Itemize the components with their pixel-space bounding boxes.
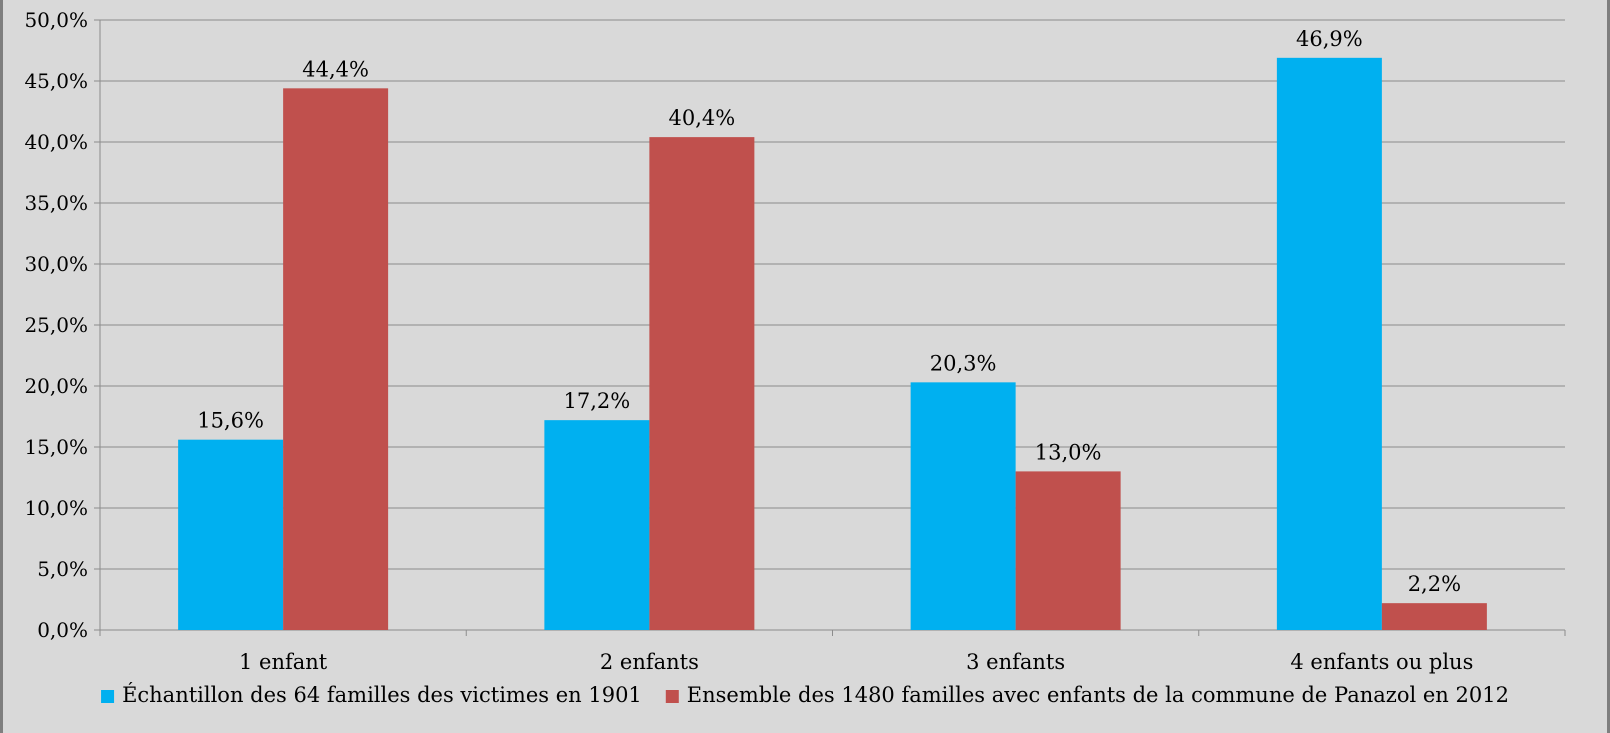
bar-series-2 [283, 88, 389, 630]
y-tick-label: 20,0% [24, 374, 88, 398]
data-label: 17,2% [564, 389, 631, 413]
bar-series-2 [1015, 471, 1121, 630]
bar-chart: 0,0% 5,0% 10,0% 15,0% 20,0% 25,0% 30,0% 35,0% 40… [24, 8, 1566, 707]
legend-item-1: Échantillon des 64 familles des victimes… [101, 683, 642, 707]
legend: Échantillon des 64 familles des victimes… [101, 683, 1509, 707]
y-tick-label: 30,0% [24, 252, 88, 276]
bar-series-1 [544, 420, 650, 630]
legend-swatch [101, 690, 115, 703]
bars [178, 57, 1487, 630]
legend-item-2: Ensemble des 1480 familles avec enfants … [665, 683, 1509, 707]
data-label: 46,9% [1296, 27, 1363, 51]
data-label: 44,4% [302, 57, 369, 81]
data-label: 13,0% [1035, 440, 1102, 464]
legend-label: Échantillon des 64 familles des victimes… [122, 683, 642, 707]
x-category-label: 3 enfants [966, 650, 1065, 674]
x-category-label: 2 enfants [600, 650, 699, 674]
y-tick-label: 25,0% [24, 313, 88, 337]
y-tick-label: 15,0% [24, 435, 88, 459]
y-tick-label: 50,0% [24, 8, 88, 32]
y-tick-label: 35,0% [24, 191, 88, 215]
bar-series-2 [1381, 603, 1487, 630]
y-tick-label: 5,0% [37, 557, 88, 581]
data-label: 20,3% [930, 351, 997, 375]
data-labels: 15,6% 44,4% 17,2% 40,4% 20,3% 13,0% 46,9% 2,2% [197, 27, 1461, 596]
x-category-label: 1 enfant [239, 650, 328, 674]
y-tick-label: 45,0% [24, 69, 88, 93]
y-tick-label: 40,0% [24, 130, 88, 154]
y-tick-label: 0,0% [37, 618, 88, 642]
legend-label: Ensemble des 1480 familles avec enfants … [687, 683, 1509, 707]
axes: 0,0% 5,0% 10,0% 15,0% 20,0% 25,0% 30,0% 35,0% 40… [24, 8, 1566, 674]
data-label: 2,2% [1408, 572, 1461, 596]
x-category-label: 4 enfants ou plus [1290, 650, 1473, 674]
legend-swatch [665, 690, 679, 703]
bar-series-2 [649, 137, 755, 630]
data-label: 40,4% [669, 106, 736, 130]
y-tick-label: 10,0% [24, 496, 88, 520]
bar-series-1 [178, 439, 284, 630]
bar-series-1 [1276, 57, 1382, 630]
data-label: 15,6% [197, 409, 264, 433]
bar-series-1 [910, 382, 1016, 630]
